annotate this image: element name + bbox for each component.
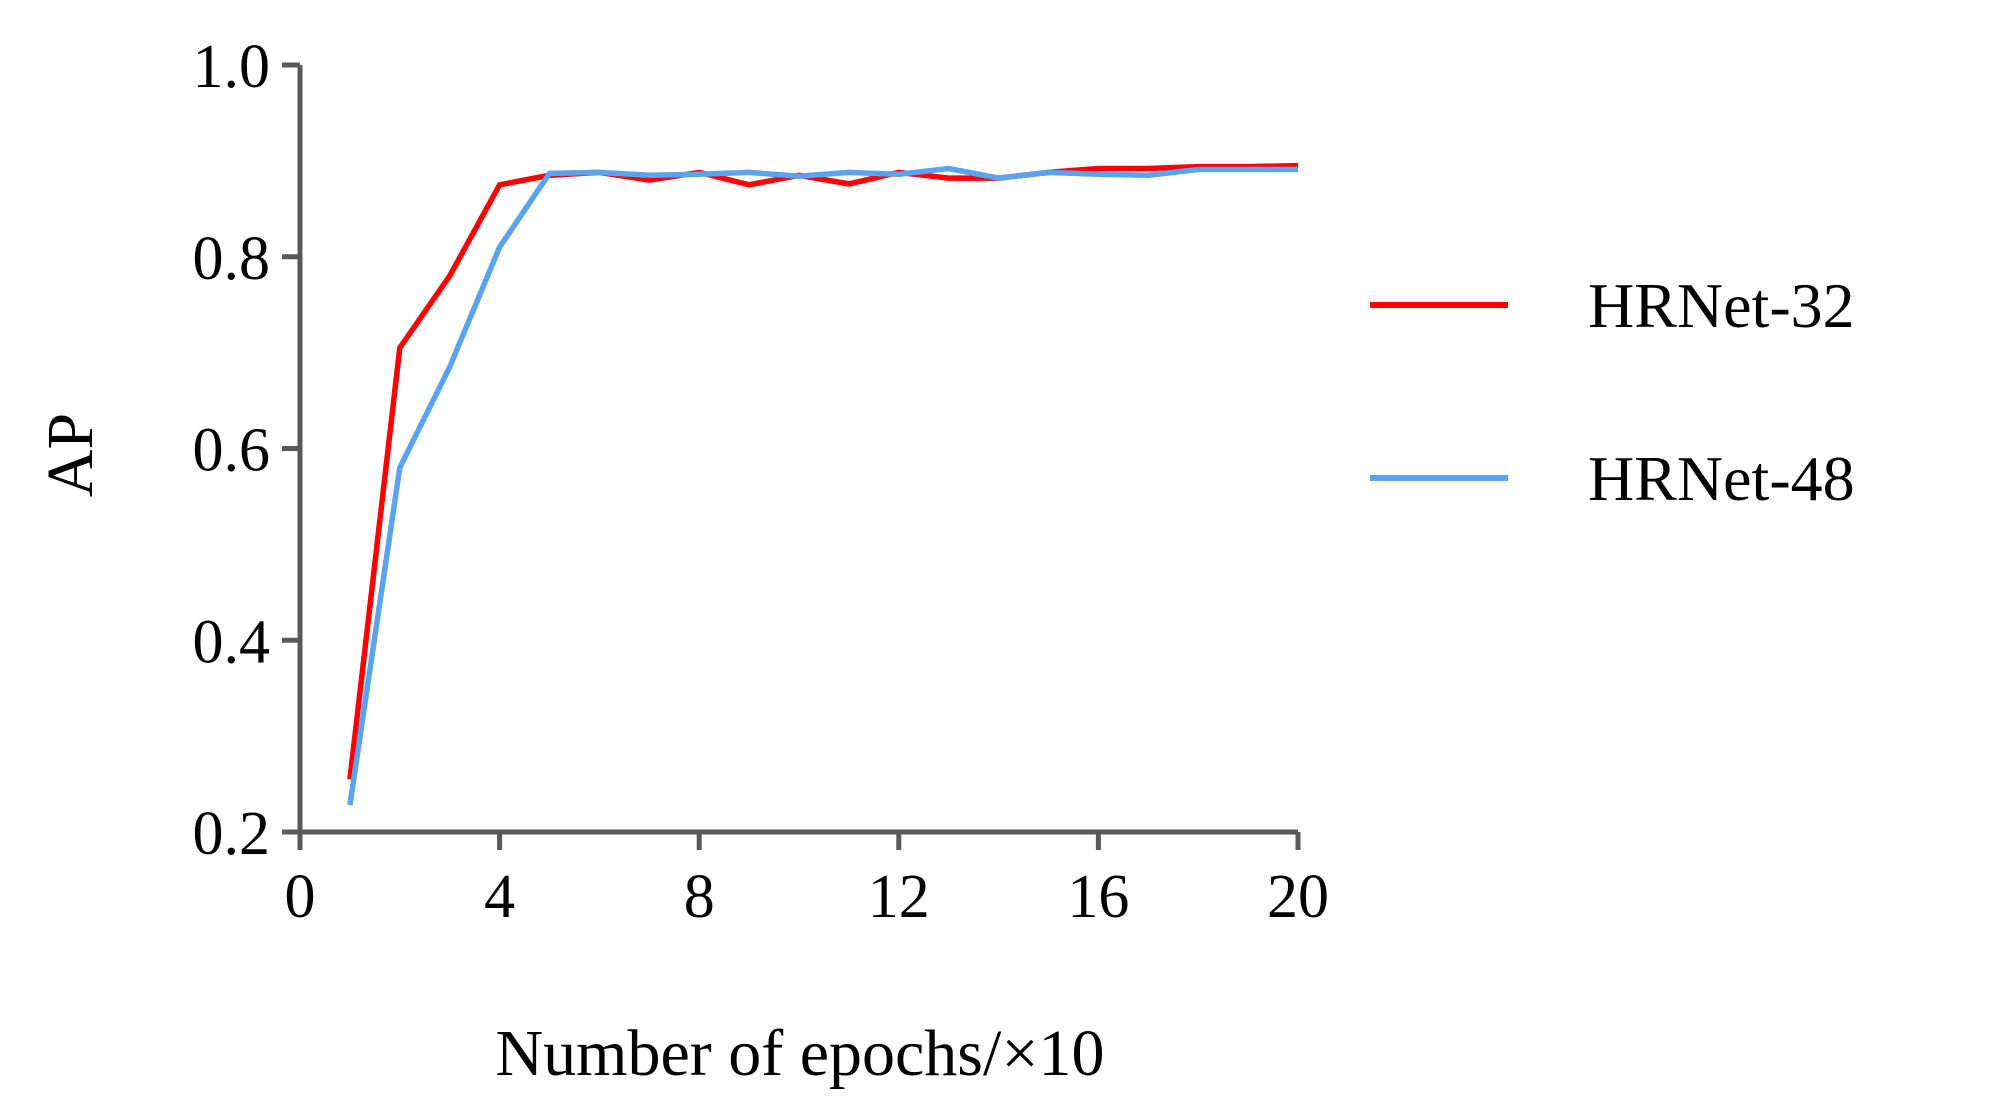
series-line-hrnet-48 (347, 165, 1298, 806)
legend-label: HRNet-48 (1588, 443, 1855, 514)
y-tick-label: 0.6 (193, 417, 271, 485)
series-line-hrnet-32 (347, 162, 1299, 780)
x-tick-label: 8 (684, 863, 715, 931)
axes (297, 65, 1298, 835)
legend: HRNet-32 HRNet-48 (1370, 270, 1855, 514)
y-ticks: 0.2 0.4 0.6 0.8 1.0 (193, 33, 300, 868)
series-lines (347, 162, 1299, 806)
x-tick-label: 0 (285, 863, 316, 931)
y-tick-label: 0.2 (193, 800, 271, 868)
y-tick-label: 0.4 (193, 608, 271, 676)
x-tick-label: 16 (1067, 863, 1129, 931)
y-axis-title: AP (34, 413, 107, 497)
y-tick-label: 0.8 (193, 225, 271, 293)
legend-label: HRNet-32 (1588, 270, 1855, 341)
x-tick-label: 4 (484, 863, 515, 931)
x-tick-label: 20 (1267, 863, 1329, 931)
x-axis-title: Number of epochs/×10 (495, 1017, 1104, 1090)
x-ticks: 0 4 8 12 16 20 (285, 832, 1329, 931)
y-tick-label: 1.0 (193, 33, 271, 101)
x-tick-label: 12 (868, 863, 930, 931)
